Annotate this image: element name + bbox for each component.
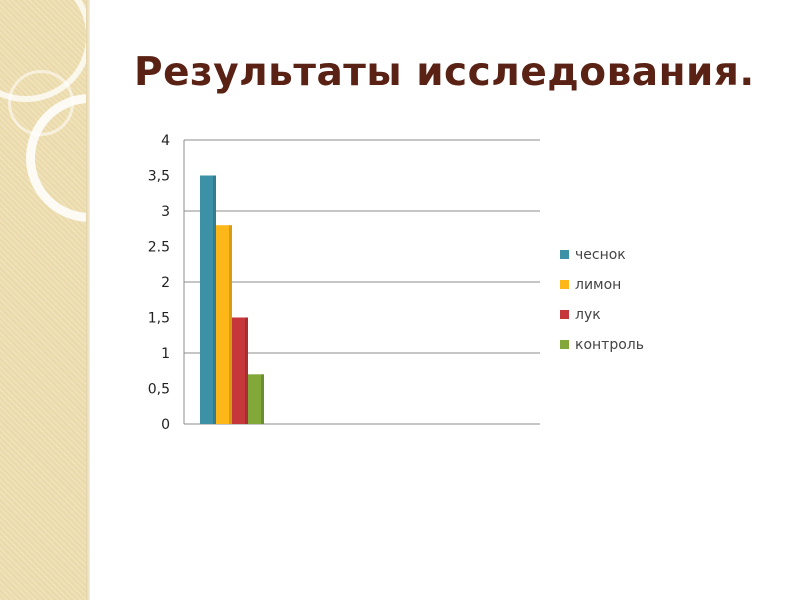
bar-1	[200, 175, 216, 424]
legend-swatch	[560, 280, 569, 289]
legend-label: лимон	[575, 277, 621, 293]
y-tick-label: 1,5	[148, 311, 170, 327]
y-tick-label: 2.5	[148, 240, 170, 256]
slide-title: Результаты исследования.	[134, 50, 755, 95]
bar-shade	[261, 374, 264, 424]
bar-2	[216, 225, 232, 424]
y-tick-label: 4	[161, 133, 170, 149]
bar-3	[232, 317, 248, 424]
y-tick-label: 3	[161, 204, 170, 220]
bar-shade	[229, 225, 232, 424]
legend-swatch	[560, 250, 569, 259]
legend-label: контроль	[575, 337, 644, 353]
legend-label: чеснок	[575, 247, 626, 263]
bar-shade	[245, 317, 248, 424]
legend-swatch	[560, 310, 569, 319]
bar-4	[248, 374, 264, 424]
y-tick-label: 0,5	[148, 382, 170, 398]
y-tick-label: 0	[161, 417, 170, 433]
y-tick-label: 2	[161, 275, 170, 291]
legend-label: лук	[575, 307, 601, 323]
decorative-side-band	[0, 0, 86, 600]
decorative-side-edge	[86, 0, 90, 600]
y-tick-label: 1	[161, 346, 170, 362]
bar-shade	[213, 175, 216, 424]
legend-swatch	[560, 340, 569, 349]
y-tick-label: 3,5	[148, 169, 170, 185]
